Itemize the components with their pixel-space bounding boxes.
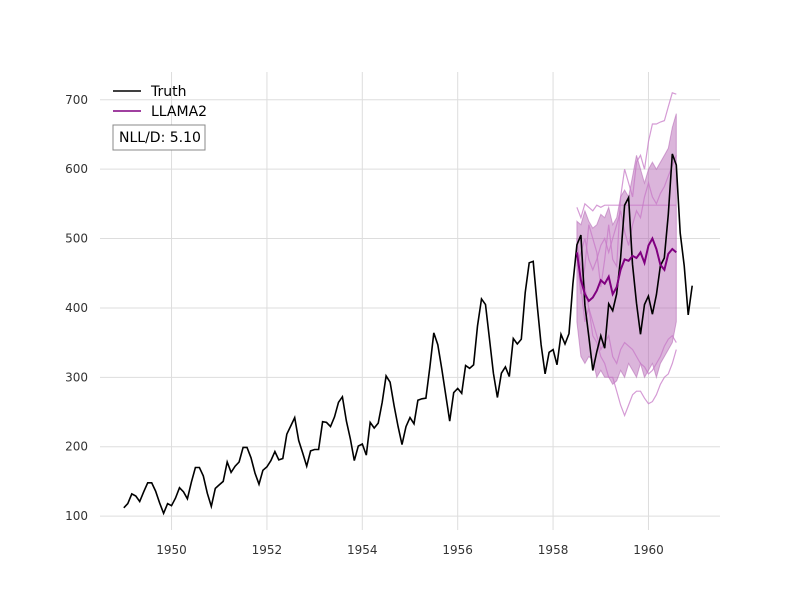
x-tick-label: 1954 bbox=[347, 543, 378, 557]
forecast-sample-line bbox=[576, 238, 677, 418]
y-tick-label: 400 bbox=[65, 301, 88, 315]
forecast-band bbox=[576, 113, 677, 386]
forecast-sample-line bbox=[576, 92, 677, 295]
x-tick-label: 1958 bbox=[538, 543, 569, 557]
x-tick-label: 1950 bbox=[156, 543, 187, 557]
forecast-samples bbox=[576, 92, 677, 418]
y-tick-label: 700 bbox=[65, 93, 88, 107]
legend: Truth LLAMA2 bbox=[113, 84, 207, 120]
forecast-sample-line bbox=[576, 155, 677, 272]
x-tick-label: 1956 bbox=[442, 543, 473, 557]
x-tick-label: 1960 bbox=[633, 543, 664, 557]
forecast-sample-line bbox=[576, 202, 677, 220]
series-lines bbox=[123, 153, 693, 516]
metric-box-frame bbox=[112, 124, 206, 151]
y-tick-label: 200 bbox=[65, 440, 88, 454]
series-line-llama2 bbox=[575, 236, 677, 303]
metric-label: NLL/D: 5.10 bbox=[119, 130, 201, 146]
legend-label-llama2: LLAMA2 bbox=[151, 104, 207, 120]
x-tick-label: 1952 bbox=[252, 543, 283, 557]
forecast-band-area bbox=[576, 113, 677, 386]
grid bbox=[100, 72, 720, 530]
metric-box: NLL/D: 5.10 bbox=[112, 124, 206, 151]
y-tick-label: 500 bbox=[65, 232, 88, 246]
forecast-sample-line bbox=[576, 245, 677, 375]
legend-label-truth: Truth bbox=[150, 84, 187, 100]
y-tick-label: 600 bbox=[65, 162, 88, 176]
series-line-truth bbox=[123, 153, 693, 516]
tick-labels: 1950 1952 1954 1956 1958 1960 100 200 300 400 500 6… bbox=[65, 93, 664, 557]
y-tick-label: 100 bbox=[65, 509, 88, 523]
y-tick-label: 300 bbox=[65, 370, 88, 384]
